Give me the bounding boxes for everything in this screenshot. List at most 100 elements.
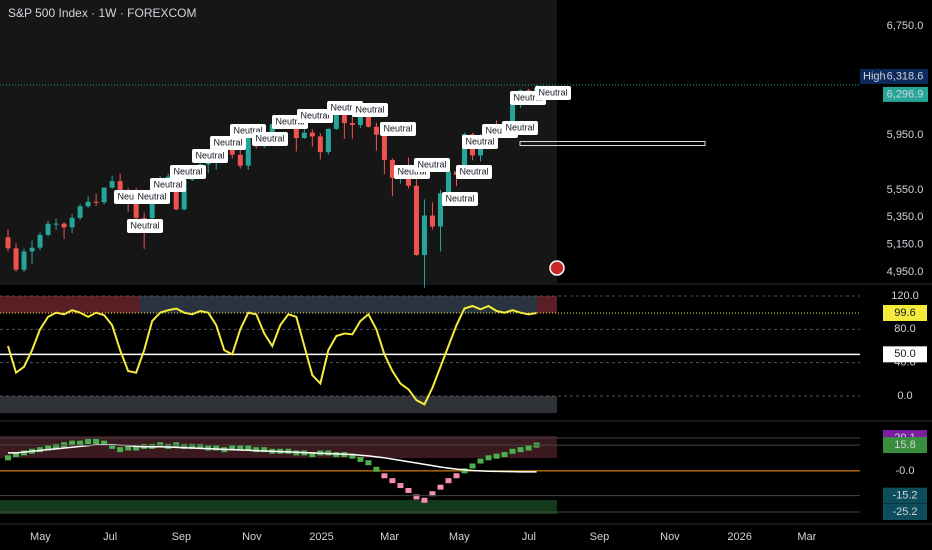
histogram-mark: [189, 443, 196, 449]
annotation-box: [535, 86, 571, 100]
x-tick-label: Jul: [103, 531, 117, 543]
histogram-mark: [445, 478, 452, 484]
histogram-mark: [37, 447, 44, 453]
candle-body: [101, 187, 107, 203]
candle-body: [293, 121, 299, 139]
candle-body: [317, 136, 323, 153]
x-tick-label: Sep: [172, 531, 192, 543]
histogram-mark: [261, 447, 268, 453]
annotation: Neutral: [137, 191, 166, 201]
annotation-box: [442, 192, 478, 206]
histogram-mark: [349, 453, 356, 459]
high-badge: [860, 68, 928, 84]
histogram-mark: [125, 445, 132, 451]
candle-body: [269, 124, 275, 133]
event-flag[interactable]: [549, 260, 565, 276]
last-badge: [883, 86, 928, 102]
histogram-mark: [373, 466, 380, 472]
histogram-mark: [309, 452, 316, 458]
histogram-mark: [245, 445, 252, 451]
candle-body: [349, 123, 355, 125]
value-badge-label: 15.8: [894, 439, 915, 451]
candle-body: [37, 234, 43, 248]
annotation-box: [380, 122, 416, 136]
y-tick-label: 5,150.0: [887, 239, 924, 251]
histogram-mark: [197, 443, 204, 449]
horizontal-ray: [519, 141, 706, 147]
y-tick-label: 120.0: [891, 290, 919, 302]
annotation: Neutral: [130, 220, 159, 230]
histogram-mark: [21, 450, 28, 456]
value-badge: [883, 504, 927, 521]
histogram-mark: [501, 452, 508, 458]
x-tick-label: May: [449, 531, 470, 543]
candle-body: [373, 126, 379, 135]
annotation-box: [456, 165, 492, 179]
neutral-band: [140, 296, 387, 313]
value-badge-label: -15.2: [892, 490, 917, 502]
candle-body: [325, 128, 331, 153]
candle-body: [85, 201, 91, 207]
histogram-mark: [469, 463, 476, 469]
candle-body: [45, 223, 51, 235]
candle-body: [5, 237, 11, 249]
histogram-mark: [381, 473, 388, 479]
candle-body: [301, 132, 307, 139]
high-label: High: [863, 70, 886, 82]
annotation: Neutral: [397, 166, 426, 176]
candle-body: [21, 251, 27, 270]
histogram-mark: [213, 445, 220, 451]
histogram-mark: [45, 445, 52, 451]
x-tick-label: Mar: [797, 531, 816, 543]
annotation: Neutral: [233, 125, 262, 135]
candle-body: [173, 176, 179, 210]
annotation: Neutral: [195, 150, 224, 160]
histogram-mark: [493, 453, 500, 459]
y-tick-label: 5,550.0: [887, 184, 924, 196]
annotation: Neutral: [213, 137, 242, 147]
lower-zone: [0, 500, 557, 514]
y-tick-label: 4,950.0: [887, 266, 924, 278]
candle-body: [13, 248, 19, 270]
histogram-mark: [5, 455, 12, 461]
value-badge-label: -25.2: [892, 506, 917, 518]
annotation: Neutral: [117, 191, 146, 201]
histogram-mark: [133, 445, 140, 451]
candle-body: [181, 179, 187, 210]
x-tick-label: Sep: [590, 531, 610, 543]
annotation-box: [210, 136, 246, 150]
annotation: Neutral: [417, 159, 446, 169]
candle-body: [445, 171, 451, 194]
histogram-mark: [509, 448, 516, 454]
y-tick-label: 0.0: [897, 390, 912, 402]
chart-title: S&P 500 Index · 1W · FOREXCOM: [8, 6, 197, 20]
histogram-mark: [365, 460, 372, 466]
candle-body: [437, 193, 443, 227]
histogram-mark: [437, 484, 444, 490]
histogram-mark: [85, 438, 92, 444]
candle-body: [53, 223, 59, 225]
candle-body: [421, 215, 427, 256]
candle-body: [117, 181, 123, 197]
histogram-mark: [253, 447, 260, 453]
annotation: Neutral: [465, 136, 494, 146]
annotation: Neutral: [300, 110, 329, 120]
histogram-mark: [237, 445, 244, 451]
candle-body: [69, 217, 75, 228]
value-badge: [883, 487, 927, 504]
x-tick-label: Mar: [380, 531, 399, 543]
histogram-mark: [389, 478, 396, 484]
x-tick-label: 2026: [727, 531, 751, 543]
candle-body: [341, 114, 347, 124]
y-tick-label: 6,750.0: [887, 20, 924, 32]
candle-body: [365, 112, 371, 127]
histogram-mark: [357, 456, 364, 462]
x-tick-label: Nov: [660, 531, 680, 543]
x-tick-label: May: [30, 531, 51, 543]
histogram-mark: [53, 443, 60, 449]
annotation-box: [502, 121, 538, 135]
candle-body: [237, 154, 243, 166]
level-badge-label: 50.0: [894, 348, 915, 360]
histogram-mark: [405, 487, 412, 493]
